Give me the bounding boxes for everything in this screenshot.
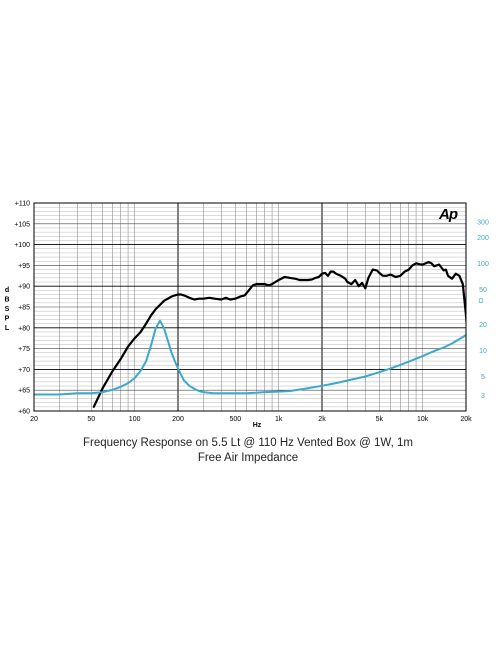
y-tick-label-right: 50 [479,287,487,294]
y-tick-label-left: +105 [14,221,30,228]
spl-curve [92,261,466,408]
plot-frame [33,202,467,412]
x-tick-label: 20k [460,416,472,423]
x-tick-label: 1k [275,416,283,423]
y-tick-label-right: 5 [481,374,485,381]
series-layer [34,261,466,408]
chart-caption-line-2: Free Air Impedance [197,452,299,464]
right-axis-ticks: 3 5 10 20 50 100 200 300 [477,220,489,400]
y-tick-label-right: 100 [477,261,489,268]
chart-caption-line-1: Frequency Response on 5.5 Lt @ 110 Hz Ve… [83,437,413,449]
y-tick-label-left: +90 [18,284,30,291]
left-axis-ticks: +60 +65 +70 +75 +80 +85 +90 +95 +100 +105 +110 [14,201,30,416]
x-tick-label: 10k [417,416,429,423]
x-tick-label: 500 [229,416,241,423]
x-tick-label: 100 [129,416,141,423]
y-tick-label-right: 3 [481,393,485,400]
y-tick-label-right: 10 [479,348,487,355]
y-tick-label-right: 200 [477,235,489,242]
y-tick-label-left: +60 [18,409,30,416]
y-tick-label-left: +80 [18,325,30,332]
x-tick-label: 50 [87,416,95,423]
y-tick-label-right: 20 [479,322,487,329]
y-tick-label-left: +70 [18,367,30,374]
left-axis-label-letter: S [5,306,10,313]
left-axis-label-letter: B [4,297,9,304]
right-axis-label: Ω [478,298,483,305]
left-axis-label-letter: P [5,316,10,323]
x-tick-label: 20 [30,416,38,423]
x-tick-label: 5k [376,416,384,423]
left-axis-label-letter: L [5,325,10,332]
y-tick-label-left: +65 [18,388,30,395]
x-tick-label: 2k [318,416,326,423]
x-axis-label: Hz [253,422,262,429]
impedance-curve [34,319,466,396]
y-tick-label-right: 300 [477,220,489,227]
y-tick-label-left: +75 [18,346,30,353]
y-tick-label-left: +95 [18,263,30,270]
y-tick-label-left: +100 [14,242,30,249]
x-axis-ticks: 20 50 100 200 500 1k 2k 5k 10k 20k [30,416,472,423]
y-tick-label-left: +110 [15,201,30,208]
x-tick-label: 200 [172,416,184,423]
y-tick-label-left: +85 [18,305,30,312]
left-axis-label-letter: d [5,287,9,294]
ap-logo: Ap [438,206,458,223]
